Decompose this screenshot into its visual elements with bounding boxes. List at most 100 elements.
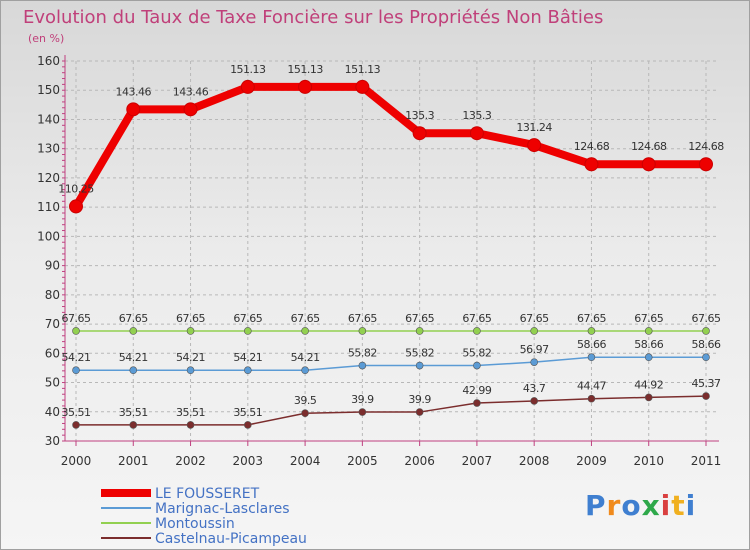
data-label: 44.92 xyxy=(634,378,663,391)
data-point xyxy=(699,157,713,172)
logo-letter: i xyxy=(660,489,672,522)
data-point xyxy=(587,394,596,403)
data-label: 151.13 xyxy=(230,63,266,76)
data-label: 143.46 xyxy=(116,85,152,98)
data-point xyxy=(644,353,653,362)
data-label: 55.82 xyxy=(348,347,377,360)
data-point xyxy=(530,397,538,405)
x-tick-label: 2006 xyxy=(404,454,435,468)
data-point xyxy=(415,361,424,370)
data-point xyxy=(183,102,198,117)
data-point xyxy=(584,157,599,172)
series-line xyxy=(75,356,707,371)
data-point xyxy=(641,157,656,172)
y-tick-label: 70 xyxy=(45,317,60,331)
data-point xyxy=(129,421,138,429)
data-point xyxy=(358,361,367,370)
data-point xyxy=(412,126,427,141)
x-tick-label: 2010 xyxy=(633,454,664,468)
data-point xyxy=(355,79,370,94)
data-label: 67.65 xyxy=(176,312,205,325)
x-tick-label: 2009 xyxy=(576,454,607,468)
chart-title: Evolution du Taux de Taxe Foncière sur l… xyxy=(23,7,603,28)
data-point xyxy=(702,327,710,335)
logo-letter: t xyxy=(671,489,686,522)
y-tick-label: 100 xyxy=(37,229,60,243)
x-tick-label: 2002 xyxy=(175,454,206,468)
data-label: 35.51 xyxy=(233,406,262,419)
data-label: 67.65 xyxy=(462,312,491,325)
data-label: 44.47 xyxy=(577,380,606,393)
data-label: 135.3 xyxy=(405,109,434,122)
x-tick-label: 2001 xyxy=(118,454,149,468)
data-label: 54.21 xyxy=(119,351,148,364)
data-label: 55.82 xyxy=(405,347,434,360)
data-label: 151.13 xyxy=(345,63,381,76)
logo-letter: o xyxy=(621,489,642,522)
series-line xyxy=(75,395,707,426)
data-label: 67.65 xyxy=(119,312,148,325)
data-point xyxy=(186,366,195,375)
data-label: 54.21 xyxy=(62,351,91,364)
data-label: 67.65 xyxy=(692,312,721,325)
data-label: 58.66 xyxy=(634,338,663,351)
y-tick-label: 30 xyxy=(45,434,60,448)
data-label: 35.51 xyxy=(176,406,205,419)
y-tick-label: 80 xyxy=(45,288,60,302)
data-label: 39.9 xyxy=(351,393,374,406)
data-point xyxy=(72,366,80,375)
data-label: 67.65 xyxy=(520,312,549,325)
x-tick-label: 2005 xyxy=(347,454,378,468)
plot-area xyxy=(65,61,719,441)
data-label: 67.65 xyxy=(634,312,663,325)
proxiti-logo: Proxiti xyxy=(585,489,696,522)
logo-letter: P xyxy=(585,489,607,522)
logo-letter: i xyxy=(685,489,697,522)
data-point xyxy=(530,358,538,366)
x-tick-label: 2008 xyxy=(519,454,550,468)
data-point xyxy=(587,327,596,335)
data-point xyxy=(473,399,481,407)
x-tick-label: 2000 xyxy=(61,454,92,468)
data-label: 58.66 xyxy=(692,338,721,351)
data-label: 151.13 xyxy=(287,63,323,76)
data-point xyxy=(415,408,424,416)
data-label: 54.21 xyxy=(291,351,320,364)
data-label: 56.97 xyxy=(520,343,549,356)
data-point xyxy=(126,102,141,117)
y-tick-label: 50 xyxy=(45,376,60,390)
data-point xyxy=(530,327,538,335)
legend-label: Castelnau-Picampeau xyxy=(155,531,307,547)
data-label: 67.65 xyxy=(405,312,434,325)
data-point xyxy=(358,408,367,416)
y-tick-label: 160 xyxy=(37,54,60,68)
data-label: 124.68 xyxy=(631,140,667,153)
logo-letter: r xyxy=(606,489,622,522)
data-point xyxy=(644,393,653,402)
data-point xyxy=(298,79,313,94)
data-point xyxy=(244,421,252,429)
data-label: 39.5 xyxy=(294,394,317,407)
data-point xyxy=(469,126,484,141)
data-point xyxy=(129,327,138,335)
data-point xyxy=(702,353,710,362)
data-label: 67.65 xyxy=(233,312,262,325)
data-label: 35.51 xyxy=(119,406,148,419)
x-tick-label: 2003 xyxy=(233,454,264,468)
data-point xyxy=(301,327,309,335)
data-label: 67.65 xyxy=(577,312,606,325)
data-label: 39.9 xyxy=(408,393,431,406)
y-tick-label: 90 xyxy=(45,259,60,273)
chart-subtitle: (en %) xyxy=(28,32,64,45)
legend-label: Marignac-Lasclares xyxy=(155,501,290,517)
data-point xyxy=(72,421,80,429)
data-point xyxy=(301,409,309,418)
data-point xyxy=(358,327,367,335)
y-tick-label: 140 xyxy=(37,112,60,126)
data-point xyxy=(244,366,252,375)
data-point xyxy=(186,421,195,429)
y-tick-label: 120 xyxy=(37,171,60,185)
data-label: 131.24 xyxy=(516,121,552,134)
data-label: 55.82 xyxy=(462,347,491,360)
